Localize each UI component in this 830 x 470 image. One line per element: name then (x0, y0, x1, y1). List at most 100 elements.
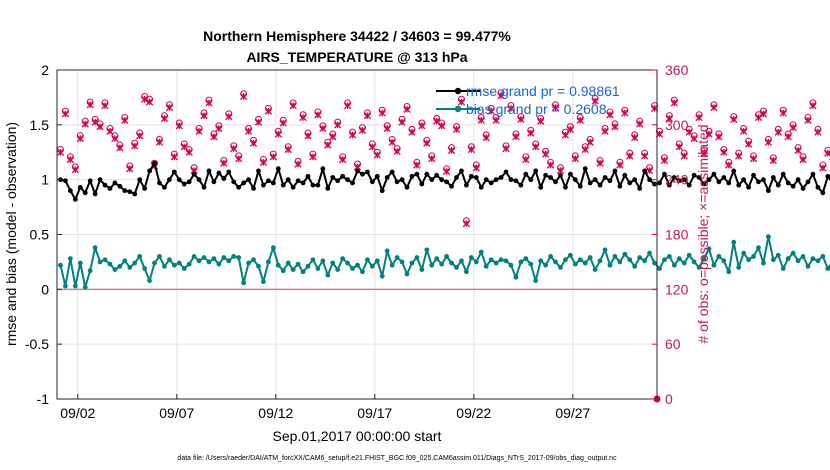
obs-assimilated-point-138 (739, 127, 748, 135)
bias-point-119 (647, 250, 652, 256)
y-tick-label-right-6: 360 (665, 62, 689, 78)
rmse-point-138 (741, 177, 747, 183)
bias-point-88 (493, 260, 499, 266)
rmse-point-65 (379, 188, 385, 194)
obs-assimilated-point-148 (789, 123, 797, 132)
obs-assimilated-point-50 (304, 132, 312, 140)
rmse-point-37 (241, 180, 247, 186)
obs-assimilated-point-9 (101, 101, 109, 110)
bias-point-40 (256, 263, 261, 269)
rmse-point-6 (87, 178, 93, 184)
bias-point-120 (652, 260, 657, 266)
bias-point-7 (92, 245, 98, 251)
obs-assimilated-point-89 (497, 91, 505, 100)
obs-assimilated-point-36 (235, 154, 243, 163)
rmse-point-79 (449, 183, 454, 189)
obs-assimilated-point-13 (121, 116, 129, 124)
bias-point-135 (726, 269, 732, 275)
obs-assimilated-point-111 (606, 111, 614, 119)
bias-point-54 (325, 272, 331, 278)
bias-point-45 (280, 268, 286, 274)
x-tick-label-4: 09/22 (456, 405, 491, 421)
rmse-point-107 (587, 180, 593, 186)
rmse-point-42 (265, 178, 271, 184)
bias-point-99 (548, 254, 553, 259)
bias-point-109 (597, 258, 603, 264)
bias-point-42 (265, 259, 271, 265)
x-tick-label-1: 09/07 (159, 405, 194, 421)
rmse-point-39 (251, 186, 256, 191)
obs-assimilated-point-130 (700, 149, 708, 157)
obs-assimilated-point-4 (76, 134, 84, 143)
bias-point-48 (295, 261, 301, 267)
bias-point-97 (538, 258, 544, 264)
bias-point-128 (691, 259, 697, 265)
obs-assimilated-point-65 (378, 109, 386, 117)
bias-point-137 (736, 265, 742, 270)
bias-point-118 (642, 258, 648, 264)
obs-assimilated-point-77 (437, 122, 446, 130)
bias-series (58, 234, 830, 290)
bias-point-49 (300, 269, 306, 275)
bias-point-60 (355, 262, 360, 268)
rmse-point-17 (142, 186, 148, 191)
obs-assimilated-point-82 (462, 219, 471, 228)
obs-assimilated-point-28 (195, 127, 203, 135)
obs-assimilated-point-33 (220, 159, 228, 167)
y-tick-label-left-4: 1 (41, 172, 49, 188)
rmse-point-137 (736, 182, 742, 188)
obs-assimilated-point-110 (601, 127, 609, 135)
rmse-point-51 (310, 182, 316, 188)
rmse-point-81 (459, 168, 464, 174)
bias-point-86 (483, 263, 489, 269)
bias-point-13 (122, 258, 128, 264)
y-tick-label-right-0: 0 (665, 391, 673, 407)
bias-point-35 (231, 254, 237, 259)
obs-assimilated-point-35 (230, 144, 238, 153)
bias-point-8 (97, 259, 103, 265)
bias-point-32 (216, 261, 222, 267)
rmse-point-36 (236, 184, 242, 190)
rmse-point-61 (360, 171, 365, 177)
obs-assimilated-point-116 (631, 133, 639, 142)
rmse-point-26 (186, 179, 192, 185)
obs-assimilated-point-153 (814, 128, 822, 136)
x-tick-label-5: 09/27 (555, 405, 590, 421)
obs-assimilated-point-72 (413, 161, 421, 169)
bias-point-151 (805, 263, 811, 269)
rmse-point-45 (280, 182, 286, 188)
obs-assimilated-point-96 (532, 143, 540, 151)
obs-assimilated-point-10 (106, 127, 114, 135)
obs-assimilated-point-5 (81, 120, 89, 128)
rmse-point-12 (117, 183, 123, 189)
bias-point-61 (360, 269, 365, 275)
rmse-point-150 (800, 186, 806, 191)
bias-point-143 (765, 234, 771, 240)
obs-assimilated-point-97 (537, 117, 545, 125)
data-file-footer: data file: /Users/raeder/DAI/ATM_forcXX/… (177, 455, 617, 462)
bias-point-149 (795, 258, 801, 264)
obs-assimilated-point-49 (299, 113, 307, 122)
rmse-point-5 (82, 190, 88, 196)
bias-point-92 (513, 274, 519, 280)
obs-assimilated-point-92 (512, 133, 520, 141)
bias-point-28 (196, 258, 202, 264)
rmse-point-121 (657, 180, 662, 186)
legend-bias-marker (454, 105, 462, 113)
obs-assimilated-point-107 (586, 138, 594, 146)
obs-assimilated-point-59 (348, 131, 357, 139)
bias-point-71 (409, 260, 415, 266)
obs-assimilated-point-69 (398, 118, 406, 126)
rmse-point-58 (345, 177, 350, 183)
bias-point-62 (364, 257, 370, 263)
obs-assimilated-point-117 (636, 120, 644, 128)
bias-point-121 (657, 266, 662, 271)
obs-assimilated-point-34 (225, 112, 233, 121)
legend-rmse-marker (454, 87, 462, 95)
obs-assimilated-point-135 (725, 161, 733, 169)
bias-point-138 (741, 250, 747, 256)
rmse-point-18 (147, 168, 152, 174)
bias-point-152 (810, 256, 816, 262)
y-tick-label-right-4: 240 (665, 172, 689, 188)
bias-point-17 (142, 266, 148, 271)
